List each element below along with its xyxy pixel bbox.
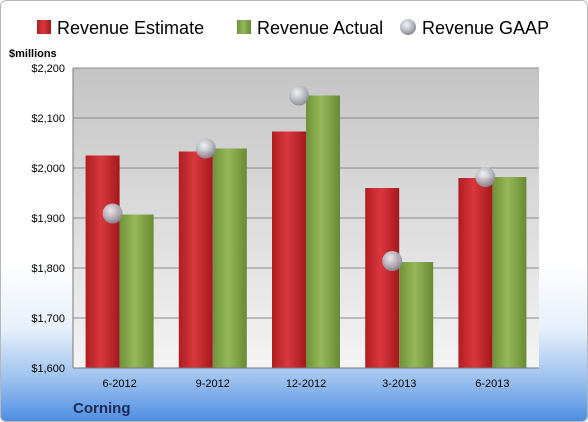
legend: Revenue Estimate Revenue Actual Revenue … (37, 18, 549, 38)
marker-revenue-gaap-9-2012 (195, 138, 216, 159)
y-tick-label: $2,000 (31, 163, 65, 175)
bar-revenue-estimate-6-2013 (458, 178, 493, 368)
bar-revenue-actual-12-2012 (306, 95, 340, 368)
legend-swatch-revenue-actual (237, 20, 251, 34)
x-tick-label: 6-2013 (475, 378, 509, 390)
y-tick-label: $1,800 (31, 263, 65, 275)
marker-revenue-gaap-12-2012 (289, 85, 309, 106)
bar-revenue-actual-3-2013 (399, 262, 434, 368)
marker-revenue-gaap-6-2012 (102, 203, 123, 224)
bar-revenue-estimate-9-2012 (178, 151, 213, 368)
x-tick-label: 3-2013 (382, 378, 416, 390)
legend-label-revenue-gaap: Revenue GAAP (422, 18, 549, 38)
legend-marker-revenue-gaap (400, 19, 416, 35)
bars (85, 95, 527, 368)
company-label: Corning (73, 400, 131, 417)
bar-revenue-estimate-3-2013 (365, 188, 400, 368)
x-axis: 6-2012 9-2012 12-2012 3-2013 6-2013 (73, 367, 539, 390)
bar-revenue-estimate-12-2012 (272, 131, 306, 368)
marker-revenue-gaap-3-2013 (382, 251, 403, 271)
bar-revenue-actual-6-2013 (492, 177, 527, 368)
x-tick-label: 6-2012 (102, 378, 136, 390)
bar-revenue-actual-9-2012 (212, 148, 247, 368)
y-axis-units-label: $millions (9, 48, 57, 60)
marker-revenue-gaap-6-2013 (475, 167, 496, 187)
x-tick-label: 9-2012 (196, 378, 230, 390)
y-tick-label: $2,100 (31, 113, 65, 125)
y-tick-label: $1,900 (31, 213, 65, 225)
legend-label-revenue-actual: Revenue Actual (257, 18, 383, 38)
bar-revenue-estimate-6-2012 (85, 155, 120, 368)
gaap-markers (102, 85, 496, 271)
y-tick-label: $2,200 (31, 63, 65, 75)
y-axis: $1,600 $1,700 $1,800 $1,900 $2,000 $2,100 $2,2… (31, 63, 74, 375)
y-tick-label: $1,700 (31, 313, 65, 325)
bar-revenue-actual-6-2012 (119, 214, 154, 368)
legend-label-revenue-estimate: Revenue Estimate (57, 18, 204, 38)
legend-swatch-revenue-estimate (37, 20, 51, 34)
x-tick-label: 12-2012 (286, 378, 326, 390)
y-tick-label: $1,600 (31, 363, 65, 375)
